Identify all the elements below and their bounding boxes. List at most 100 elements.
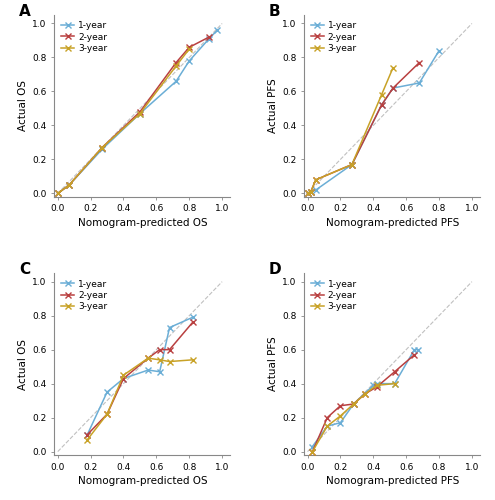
2-year: [308, 188, 314, 194]
3-year: [392, 380, 397, 386]
2-year: [362, 391, 368, 397]
Line: 3-year: 3-year: [55, 46, 192, 196]
Legend: 1-year, 2-year, 3-year: 1-year, 2-year, 3-year: [309, 278, 359, 313]
Text: A: A: [19, 4, 31, 19]
3-year: [66, 182, 72, 188]
2-year: [55, 190, 61, 196]
2-year: [349, 162, 355, 168]
3-year: [157, 357, 163, 363]
3-year: [349, 162, 355, 168]
3-year: [309, 448, 315, 454]
Legend: 1-year, 2-year, 3-year: 1-year, 2-year, 3-year: [59, 278, 109, 313]
Text: D: D: [269, 262, 282, 278]
3-year: [313, 177, 319, 183]
3-year: [166, 358, 172, 364]
1-year: [186, 58, 192, 64]
Line: 2-year: 2-year: [305, 60, 422, 196]
1-year: [206, 36, 212, 42]
3-year: [145, 355, 151, 361]
2-year: [186, 44, 192, 51]
1-year: [84, 432, 90, 438]
1-year: [390, 85, 396, 91]
1-year: [99, 146, 105, 152]
2-year: [206, 34, 212, 40]
1-year: [374, 380, 380, 386]
2-year: [304, 190, 310, 196]
2-year: [392, 368, 397, 374]
1-year: [370, 382, 376, 388]
Line: 1-year: 1-year: [85, 314, 196, 438]
Line: 1-year: 1-year: [310, 347, 420, 450]
Line: 3-year: 3-year: [310, 381, 397, 454]
Text: B: B: [269, 4, 281, 19]
3-year: [186, 46, 192, 52]
Y-axis label: Actual OS: Actual OS: [18, 80, 28, 132]
1-year: [304, 190, 310, 196]
2-year: [120, 376, 126, 382]
2-year: [104, 411, 110, 417]
1-year: [411, 346, 417, 352]
Y-axis label: Actual PFS: Actual PFS: [268, 78, 278, 134]
2-year: [416, 60, 422, 66]
1-year: [190, 314, 196, 320]
1-year: [166, 324, 172, 330]
2-year: [66, 182, 72, 188]
2-year: [157, 346, 163, 352]
2-year: [166, 346, 172, 352]
3-year: [374, 382, 380, 388]
2-year: [350, 401, 356, 407]
Line: 1-year: 1-year: [305, 48, 442, 196]
X-axis label: Nomogram-predicted OS: Nomogram-predicted OS: [78, 476, 207, 486]
3-year: [324, 423, 330, 429]
Line: 1-year: 1-year: [55, 28, 220, 196]
2-year: [190, 320, 196, 326]
1-year: [436, 48, 442, 54]
3-year: [55, 190, 61, 196]
Legend: 1-year, 2-year, 3-year: 1-year, 2-year, 3-year: [59, 20, 109, 54]
2-year: [137, 109, 143, 115]
X-axis label: Nomogram-predicted OS: Nomogram-predicted OS: [78, 218, 207, 228]
3-year: [338, 413, 344, 419]
Legend: 1-year, 2-year, 3-year: 1-year, 2-year, 3-year: [309, 20, 359, 54]
3-year: [120, 372, 126, 378]
2-year: [411, 352, 417, 358]
3-year: [99, 144, 105, 150]
1-year: [416, 80, 422, 86]
1-year: [313, 187, 319, 193]
3-year: [84, 436, 90, 442]
2-year: [313, 177, 319, 183]
1-year: [324, 423, 330, 429]
1-year: [349, 162, 355, 168]
Line: 2-year: 2-year: [85, 320, 196, 438]
2-year: [374, 384, 380, 390]
1-year: [379, 102, 385, 108]
3-year: [104, 411, 110, 417]
3-year: [308, 188, 314, 194]
3-year: [173, 63, 179, 69]
1-year: [214, 28, 220, 34]
2-year: [390, 85, 396, 91]
2-year: [145, 355, 151, 361]
Y-axis label: Actual OS: Actual OS: [18, 338, 28, 390]
1-year: [120, 376, 126, 382]
1-year: [55, 190, 61, 196]
1-year: [392, 380, 397, 386]
1-year: [66, 182, 72, 188]
1-year: [415, 346, 421, 352]
1-year: [145, 367, 151, 373]
2-year: [84, 432, 90, 438]
3-year: [350, 401, 356, 407]
2-year: [173, 60, 179, 66]
3-year: [304, 190, 310, 196]
3-year: [362, 391, 368, 397]
Text: C: C: [19, 262, 30, 278]
1-year: [157, 368, 163, 374]
1-year: [309, 444, 315, 450]
2-year: [379, 102, 385, 108]
X-axis label: Nomogram-predicted PFS: Nomogram-predicted PFS: [326, 218, 459, 228]
1-year: [350, 401, 356, 407]
1-year: [137, 110, 143, 116]
Line: 3-year: 3-year: [85, 356, 196, 442]
2-year: [309, 448, 315, 454]
Line: 2-year: 2-year: [310, 352, 417, 454]
